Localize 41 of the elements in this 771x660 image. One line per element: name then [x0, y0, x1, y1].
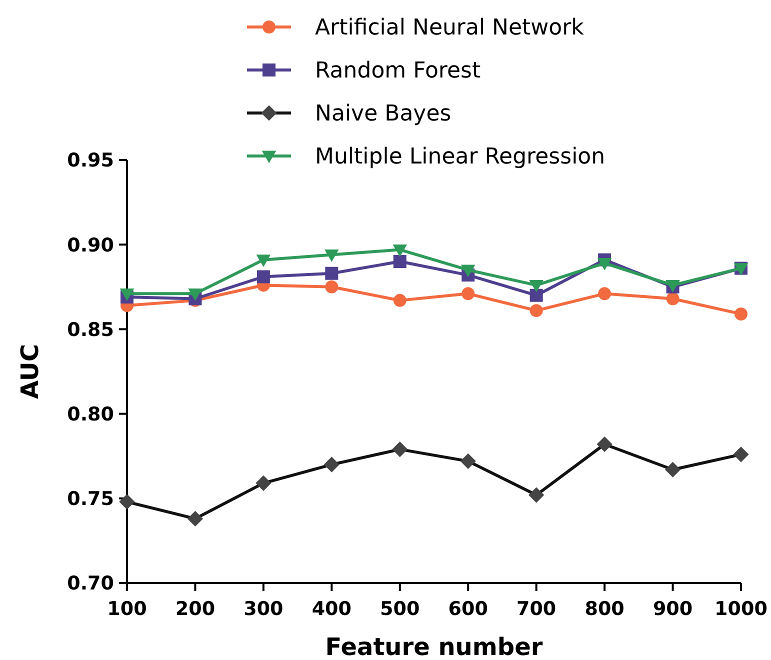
- x-tick-label: 300: [244, 598, 284, 620]
- x-tick-label: 700: [516, 598, 556, 620]
- point: [734, 307, 748, 320]
- legend-label: Naive Bayes: [315, 102, 452, 127]
- y-tick-label: 0.85: [67, 318, 114, 341]
- point: [325, 266, 338, 280]
- legend-label: Multiple Linear Regression: [315, 144, 606, 170]
- legend-label: Artificial Neural Network: [315, 16, 584, 41]
- point: [393, 255, 406, 268]
- x-tick-label: 1000: [714, 598, 768, 620]
- point: [529, 280, 544, 292]
- point: [392, 244, 408, 257]
- point: [460, 264, 476, 278]
- y-tick-label: 0.95: [67, 150, 114, 172]
- point: [530, 304, 543, 318]
- y-tick-label: 0.75: [67, 488, 114, 510]
- point: [598, 287, 612, 300]
- x-tick-label: 100: [107, 598, 147, 620]
- point: [256, 270, 270, 284]
- x-tick-label: 200: [175, 598, 216, 620]
- legend-label: Random Forest: [315, 58, 481, 84]
- point: [666, 292, 680, 306]
- point: [530, 288, 543, 302]
- x-tick-label: 800: [584, 598, 624, 620]
- x-tick-label: 500: [380, 598, 420, 620]
- x-axis-title: Feature number: [325, 633, 543, 660]
- x-tick-label: 600: [448, 598, 488, 620]
- point: [325, 280, 338, 294]
- point: [597, 258, 612, 270]
- x-tick-label: 400: [312, 598, 352, 620]
- point: [393, 294, 406, 307]
- point: [120, 288, 134, 301]
- point: [324, 250, 339, 262]
- point: [462, 287, 475, 300]
- x-tick-label: 900: [652, 598, 693, 620]
- y-axis-title: AUC: [16, 344, 44, 399]
- point: [188, 288, 202, 301]
- y-tick-label: 0.80: [67, 403, 114, 426]
- point: [256, 254, 271, 267]
- y-tick-label: 0.70: [67, 572, 114, 595]
- y-tick-label: 0.90: [67, 234, 114, 256]
